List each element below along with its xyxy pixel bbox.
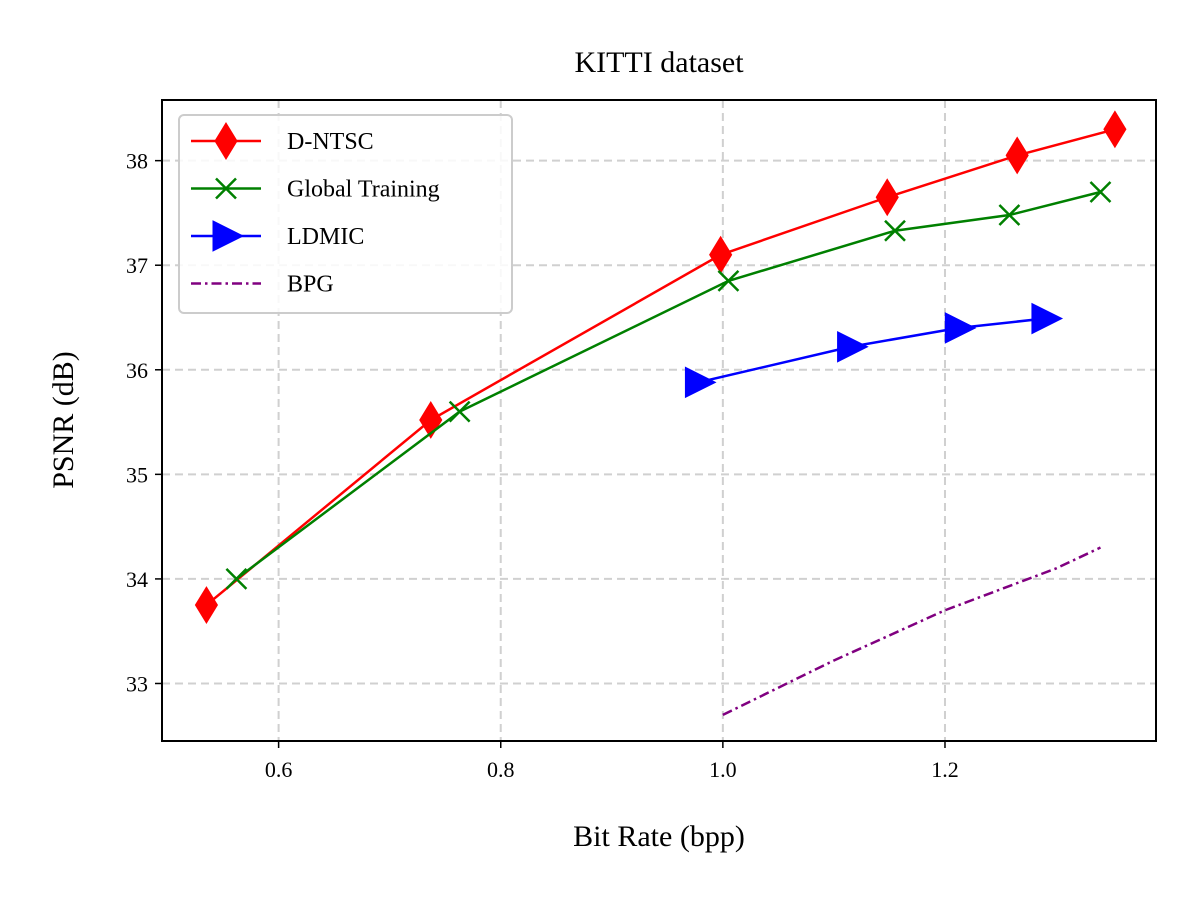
series-bpg [722,546,1102,716]
y-axis-label: PSNR (dB) [47,351,80,489]
legend-entry-ldmic: LDMIC [191,220,364,252]
data-point-d-ntsc [1103,110,1127,149]
y-tick-label: 34 [126,567,148,592]
legend-entry-bpg: BPG [191,272,334,298]
y-tick-label: 35 [126,462,148,487]
series-line-global-training [235,190,1101,580]
legend-marker [212,220,245,252]
ticks: 0.6 0.8 1.0 1.2 33 34 35 36 37 38 [126,149,959,782]
data-point-ldmic [684,366,717,399]
series-global-training [225,181,1112,590]
data-point-d-ntsc [194,586,219,625]
legend-frame [178,114,513,314]
x-tick-label: 0.8 [487,757,515,782]
legend-label: Global Training [287,177,440,203]
x-tick-label: 1.2 [931,757,959,782]
series-layer [194,110,1127,716]
data-point-global-training [998,204,1021,226]
series-line-ldmic [698,317,1046,384]
y-tick-label: 36 [126,358,148,383]
plot-frame [161,99,1157,742]
legend-entry-global-training: Global Training [191,177,440,203]
legend-marker [214,122,238,160]
data-point-d-ntsc [1005,136,1029,175]
data-point-ldmic [1031,302,1064,335]
y-tick-label: 33 [126,671,148,696]
series-ldmic [684,302,1064,399]
series-line-d-ntsc [205,128,1116,607]
legend-marker [215,177,237,200]
data-point-global-training [884,219,906,242]
data-point-ldmic [944,312,977,344]
data-point-global-training [1089,181,1112,203]
legend: D-NTSC Global Training LDMIC BPG [178,114,513,314]
y-tick-label: 38 [126,149,148,174]
data-point-d-ntsc [875,178,899,217]
data-point-global-training [717,270,740,292]
legend-label: D-NTSC [287,129,374,155]
legend-label: BPG [287,272,334,298]
legend-entry-d-ntsc: D-NTSC [191,122,374,160]
data-point-global-training [225,568,248,590]
legend-label: LDMIC [287,224,364,250]
series-line-bpg [722,546,1102,716]
x-tick-label: 1.0 [709,757,737,782]
y-tick-label: 37 [126,253,148,278]
x-tick-label: 0.6 [265,757,293,782]
data-point-global-training [448,400,471,423]
data-point-ldmic [837,330,869,363]
chart-title: KITTI dataset [574,46,744,79]
x-axis-label: Bit Rate (bpp) [573,820,745,853]
